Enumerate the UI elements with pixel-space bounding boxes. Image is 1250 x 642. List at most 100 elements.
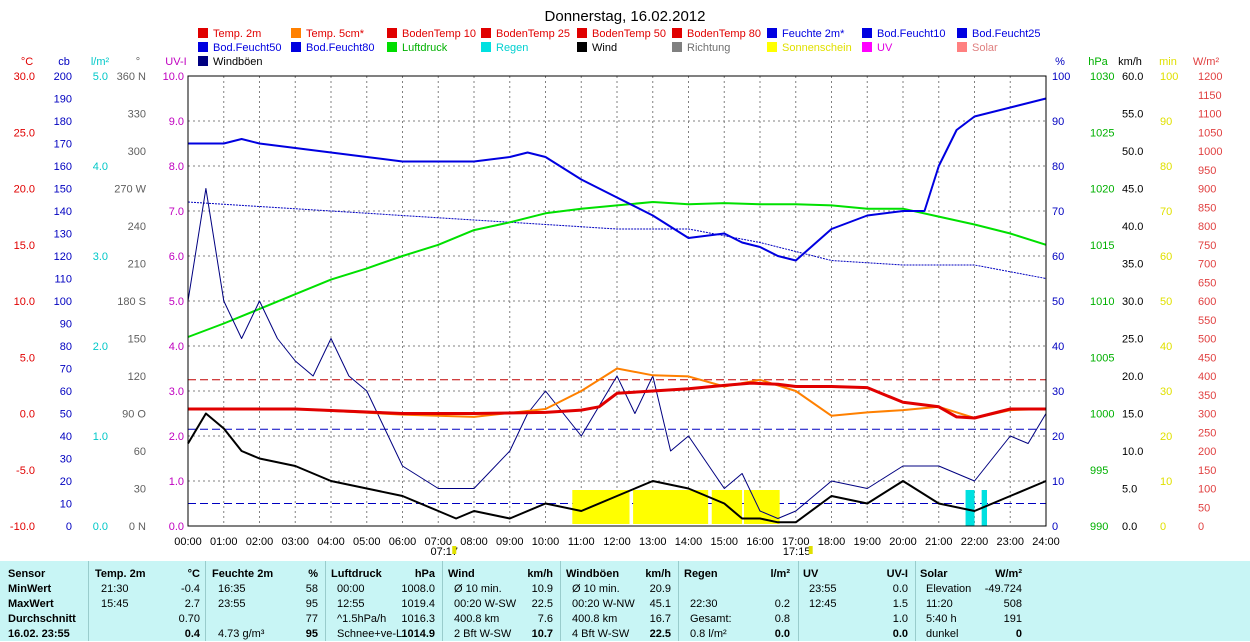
axis-tick-label: 50: [1160, 296, 1172, 308]
legend-swatch: [577, 28, 587, 38]
axis-tick-label: 60: [1052, 251, 1064, 263]
sunrise-label: 07:17: [430, 546, 458, 558]
axis-tick-label: 60: [60, 386, 72, 398]
axis-tick-label: 450: [1198, 352, 1216, 364]
x-tick-label: 24:00: [1032, 536, 1060, 548]
axis-tick-label: 1025: [1090, 127, 1114, 139]
stats-time-rain: Gesamt:: [690, 613, 732, 625]
avg-label: Durchschnitt: [8, 613, 76, 625]
x-tick-label: 18:00: [818, 536, 846, 548]
legend-label: BodenTemp 10: [402, 28, 476, 40]
axis-tick-label: 180: [54, 116, 72, 128]
legend-swatch: [672, 28, 682, 38]
stats-value-uv: 1.5: [892, 598, 908, 610]
stats-unit-solar: W/m²: [995, 568, 1022, 580]
axis-tick-label: 700: [1198, 259, 1216, 271]
axis-tick-label: 0: [1052, 521, 1058, 533]
axis-tick-label: 1200: [1198, 71, 1222, 83]
x-axis: 00:00 01:00 02:00 03:00 04:00 05:00 06:00 07:00…: [174, 536, 1060, 558]
legend-label: Windböen: [213, 56, 263, 68]
max-label: MaxWert: [8, 598, 54, 610]
divider: [560, 561, 561, 641]
axis-tick-label: 55.0: [1122, 109, 1143, 121]
axis-tick-label: 90: [1160, 116, 1172, 128]
legend-swatch: [198, 42, 208, 52]
legend-label: UV: [877, 42, 893, 54]
axis-tick-label: 4.0: [169, 341, 184, 353]
humidity-line: [188, 97, 1047, 262]
stats-value-hum: 58: [305, 583, 318, 595]
axis-tick-label: 1020: [1090, 184, 1114, 196]
axis-tick-label: 850: [1198, 202, 1216, 214]
weather-chart: Donnerstag, 16.02.2012 Temp. 2m Temp. 5cm…: [10, 8, 1223, 558]
axis-tick-label: 350: [1198, 390, 1216, 402]
axis-tick-label: 130: [54, 229, 72, 241]
legend-label: Feuchte 2m*: [782, 28, 845, 40]
axis-tick-label: 1050: [1198, 127, 1222, 139]
stats-value-press: 1008.0: [401, 583, 435, 595]
stats-header-press: Luftdruck: [331, 568, 382, 580]
stats-value-rain: 0.0: [774, 628, 790, 640]
legend-swatch: [672, 42, 682, 52]
axis-tick-label: 6.0: [169, 251, 184, 263]
sunrise-marker: [452, 546, 457, 554]
stats-value-wind: 7.6: [537, 613, 553, 625]
axis-tick-label: 170: [54, 139, 72, 151]
stats-time-gust: 400.8 km: [572, 613, 618, 625]
plot-frame: [187, 75, 1047, 527]
axis-tick-label: 0.0: [169, 521, 184, 533]
stats-time-uv: 12:45: [809, 598, 837, 610]
axis-tick-label: 80: [1160, 161, 1172, 173]
stats-value-uv: 0.0: [892, 628, 908, 640]
axis-tick-label: 8.0: [169, 161, 184, 173]
x-tick-label: 05:00: [353, 536, 381, 548]
axis-tick-label: 50: [1052, 296, 1064, 308]
axis-tick-label: 190: [54, 94, 72, 106]
axis-tick-label: 120: [54, 251, 72, 263]
stats-value-press: 1019.4: [401, 598, 435, 610]
left-axes: 30.025.020.015.010.05.00.0-5.0-10.0°C200…: [10, 56, 187, 533]
axis-tick-label: 300: [1198, 409, 1216, 421]
axis-tick-label: 10: [1052, 476, 1064, 488]
legend-label: Bod.Feucht80: [306, 42, 375, 54]
divider: [798, 561, 799, 641]
stats-header-temp: Temp. 2m: [95, 568, 146, 580]
axis-tick-label: 1015: [1090, 240, 1114, 252]
stats-header-wind: Wind: [448, 568, 475, 580]
axis-tick-label: 950: [1198, 165, 1216, 177]
legend-swatch: [767, 28, 777, 38]
stats-value-hum: 77: [305, 613, 318, 625]
axis-tick-label: 0.0: [93, 521, 108, 533]
axis-tick-label: 70: [1052, 206, 1064, 218]
axis-tick-label: 2.0: [169, 431, 184, 443]
axis-tick-label: 70: [1160, 206, 1172, 218]
divider: [325, 561, 326, 641]
legend-swatch: [577, 42, 587, 52]
axis-tick-label: 5.0: [93, 71, 108, 83]
axis-tick-label: 15.0: [14, 240, 35, 252]
axis-tick-label: 90 O: [122, 409, 146, 421]
legend-label: BodenTemp 50: [592, 28, 666, 40]
stats-value-wind: 10.7: [531, 628, 553, 640]
axis-tick-label: -10.0: [10, 521, 35, 533]
axis-tick-label: 1.0: [169, 476, 184, 488]
axis-tick-label: 800: [1198, 221, 1216, 233]
axis-tick-label: 0 N: [129, 521, 146, 533]
axis-tick-label: 30.0: [1122, 296, 1143, 308]
axis-tick-label: 100: [1052, 71, 1070, 83]
stats-time-gust: Ø 10 min.: [572, 583, 620, 595]
axis-tick-label: 30: [134, 484, 146, 496]
legend-label: Temp. 2m: [213, 28, 261, 40]
stats-time-wind: 2 Bft W-SW: [454, 628, 512, 640]
axis-tick-label: 5.0: [169, 296, 184, 308]
stats-value-uv: 0.0: [892, 583, 908, 595]
axis-tick-label: 20: [60, 476, 72, 488]
legend-label: Bod.Feucht25: [972, 28, 1041, 40]
legend: Temp. 2m Temp. 5cm* BodenTemp 10 BodenTemp …: [198, 28, 1041, 68]
axis-tick-label: 40.0: [1122, 221, 1143, 233]
soil-moisture-line: [187, 201, 1047, 279]
axis-tick-label: 25.0: [1122, 334, 1143, 346]
axis-tick-label: 70: [60, 364, 72, 376]
axis-tick-label: -5.0: [16, 465, 35, 477]
x-tick-label: 00:00: [174, 536, 202, 548]
